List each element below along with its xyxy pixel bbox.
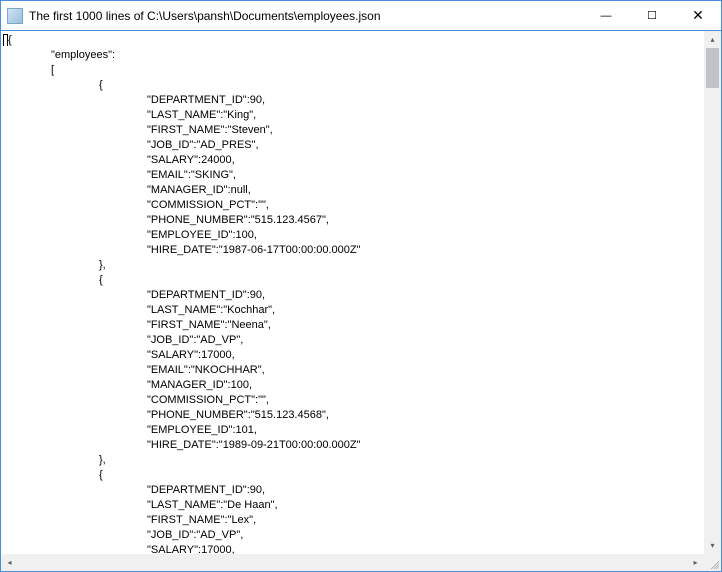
text-line: "MANAGER_ID":null, bbox=[3, 183, 702, 198]
text-line: }, bbox=[3, 453, 702, 468]
text-line: "EMPLOYEE_ID":100, bbox=[3, 228, 702, 243]
titlebar[interactable]: The first 1000 lines of C:\Users\pansh\D… bbox=[1, 1, 721, 31]
text-line: "JOB_ID":"AD_VP", bbox=[3, 333, 702, 348]
text-line: { bbox=[3, 273, 702, 288]
scroll-right-icon[interactable]: ▸ bbox=[687, 554, 704, 571]
window: The first 1000 lines of C:\Users\pansh\D… bbox=[0, 0, 722, 572]
minimize-button[interactable]: — bbox=[583, 1, 629, 30]
text-line: "EMAIL":"NKOCHHAR", bbox=[3, 363, 702, 378]
text-line: "DEPARTMENT_ID":90, bbox=[3, 288, 702, 303]
text-line: "LAST_NAME":"De Haan", bbox=[3, 498, 702, 513]
app-icon bbox=[7, 8, 23, 24]
text-line: "LAST_NAME":"Kochhar", bbox=[3, 303, 702, 318]
window-controls: — ☐ ✕ bbox=[583, 1, 721, 30]
horizontal-scrollbar[interactable]: ◂ ▸ bbox=[1, 554, 704, 571]
text-line: "HIRE_DATE":"1989-09-21T00:00:00.000Z" bbox=[3, 438, 702, 453]
text-line: "MANAGER_ID":100, bbox=[3, 378, 702, 393]
scroll-down-icon[interactable]: ▾ bbox=[704, 537, 721, 554]
text-line: "JOB_ID":"AD_PRES", bbox=[3, 138, 702, 153]
close-button[interactable]: ✕ bbox=[675, 1, 721, 30]
text-line: "PHONE_NUMBER":"515.123.4567", bbox=[3, 213, 702, 228]
text-line: "LAST_NAME":"King", bbox=[3, 108, 702, 123]
resize-grip-icon[interactable] bbox=[704, 554, 721, 571]
text-line: }, bbox=[3, 258, 702, 273]
text-line: { bbox=[3, 33, 702, 48]
text-line: "HIRE_DATE":"1987-06-17T00:00:00.000Z" bbox=[3, 243, 702, 258]
text-line: "SALARY":17000, bbox=[3, 543, 702, 554]
text-line: "COMMISSION_PCT":"", bbox=[3, 198, 702, 213]
text-line: "JOB_ID":"AD_VP", bbox=[3, 528, 702, 543]
text-line: "FIRST_NAME":"Neena", bbox=[3, 318, 702, 333]
text-line: { bbox=[3, 468, 702, 483]
window-title: The first 1000 lines of C:\Users\pansh\D… bbox=[29, 9, 583, 23]
text-line: { bbox=[3, 78, 702, 93]
vertical-scroll-thumb[interactable] bbox=[706, 48, 719, 88]
text-line: "DEPARTMENT_ID":90, bbox=[3, 483, 702, 498]
text-line: "employees": bbox=[3, 48, 702, 63]
scroll-up-icon[interactable]: ▴ bbox=[704, 31, 721, 48]
text-caret bbox=[3, 34, 8, 46]
content-area: {"employees":[{"DEPARTMENT_ID":90,"LAST_… bbox=[1, 31, 721, 571]
text-line: "FIRST_NAME":"Steven", bbox=[3, 123, 702, 138]
text-line: "COMMISSION_PCT":"", bbox=[3, 393, 702, 408]
text-line: "FIRST_NAME":"Lex", bbox=[3, 513, 702, 528]
text-line: "EMAIL":"SKING", bbox=[3, 168, 702, 183]
text-line: "EMPLOYEE_ID":101, bbox=[3, 423, 702, 438]
text-line: "SALARY":17000, bbox=[3, 348, 702, 363]
text-line: [ bbox=[3, 63, 702, 78]
vertical-scrollbar[interactable]: ▴ ▾ bbox=[704, 31, 721, 554]
text-viewer[interactable]: {"employees":[{"DEPARTMENT_ID":90,"LAST_… bbox=[1, 31, 704, 554]
maximize-button[interactable]: ☐ bbox=[629, 1, 675, 30]
text-line: "SALARY":24000, bbox=[3, 153, 702, 168]
text-line: "DEPARTMENT_ID":90, bbox=[3, 93, 702, 108]
text-line: "PHONE_NUMBER":"515.123.4568", bbox=[3, 408, 702, 423]
scroll-left-icon[interactable]: ◂ bbox=[1, 554, 18, 571]
